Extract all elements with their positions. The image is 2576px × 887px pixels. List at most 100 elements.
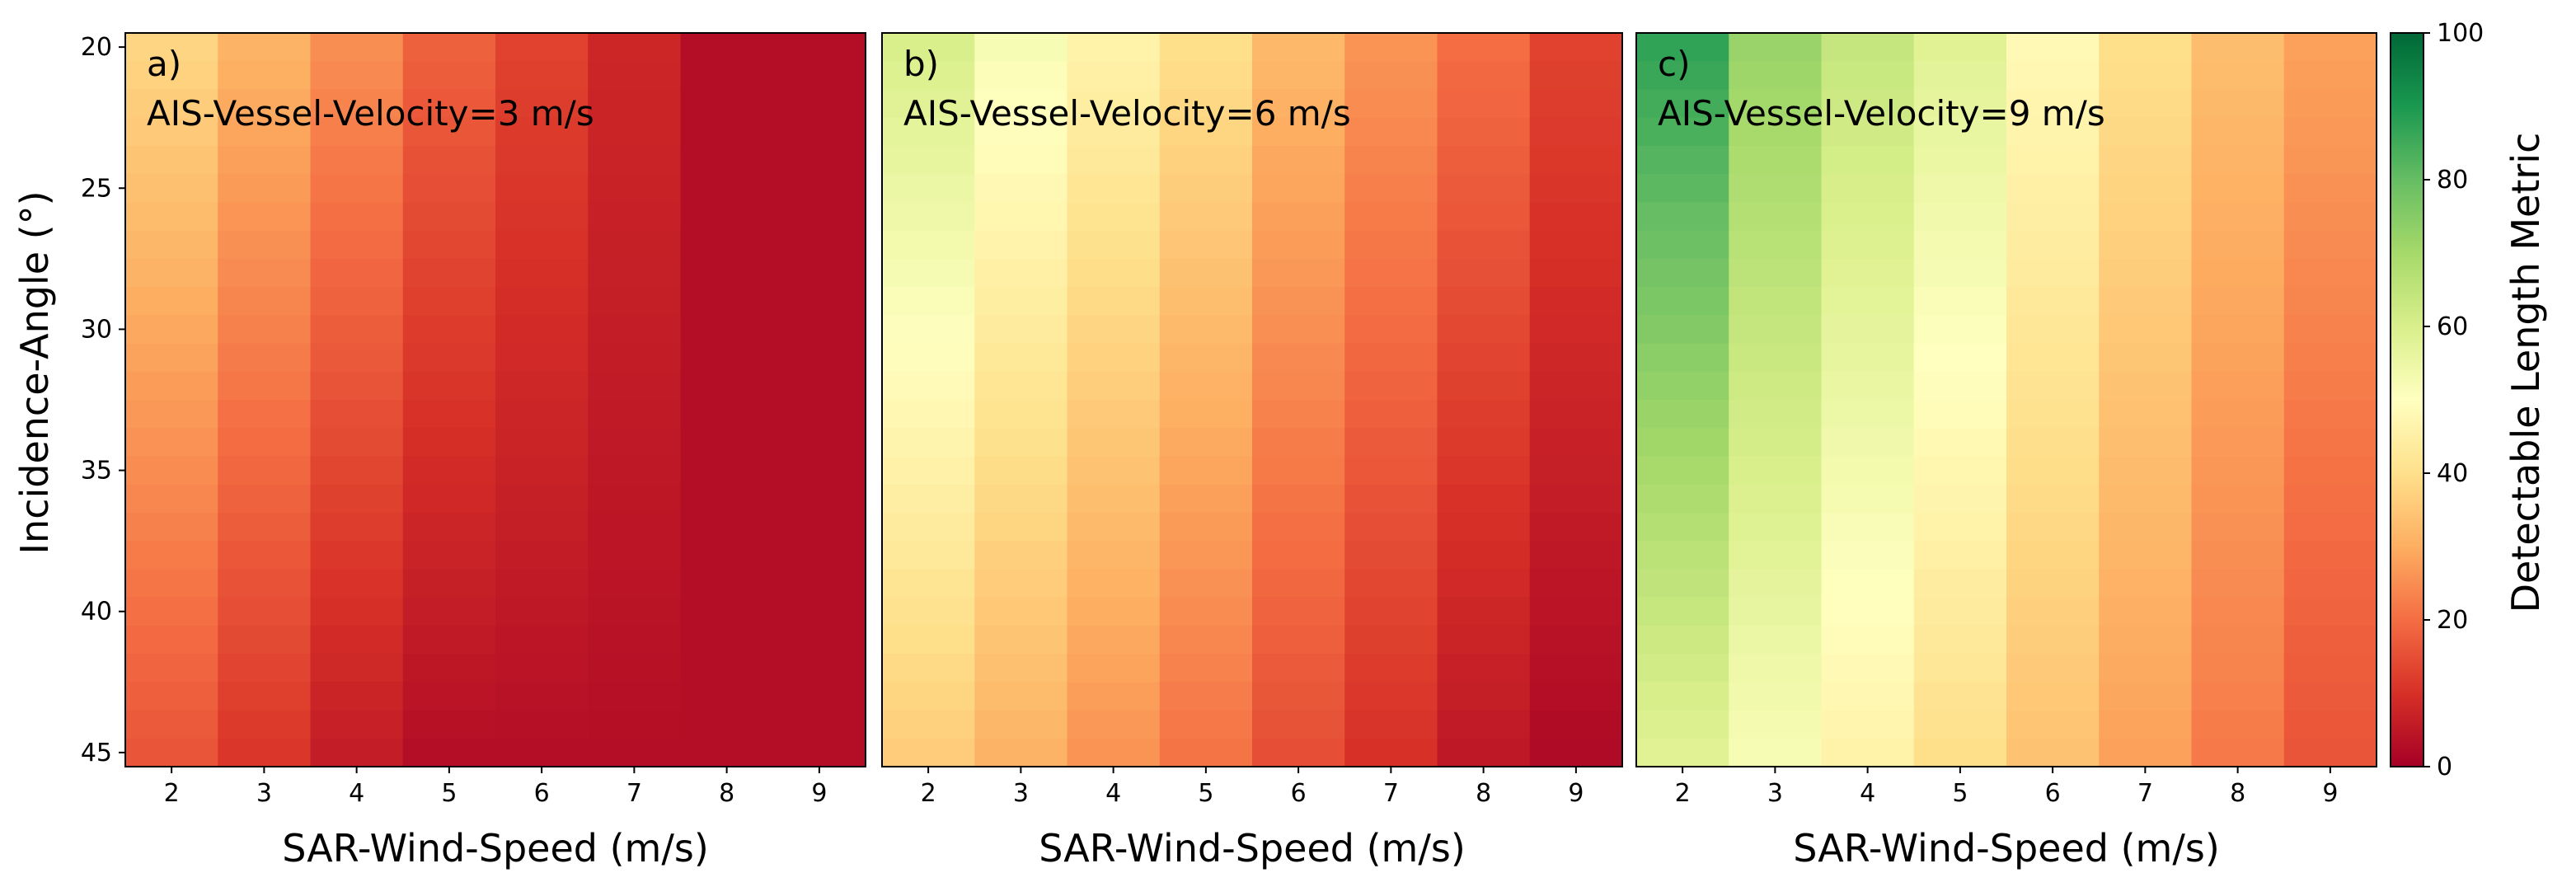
heatmap-cell — [2191, 428, 2285, 458]
heatmap-cell — [495, 428, 589, 458]
heatmap-cell — [1636, 710, 1729, 739]
heatmap-cell — [1529, 597, 1623, 627]
heatmap-cell — [218, 710, 312, 739]
heatmap-cell — [2006, 541, 2100, 570]
heatmap-cell — [588, 654, 682, 683]
heatmap-cell — [680, 343, 774, 373]
heatmap-cell — [2191, 343, 2285, 373]
heatmap-cell — [2191, 287, 2285, 316]
heatmap-cell — [2006, 625, 2100, 655]
heatmap-cell — [1729, 33, 1823, 62]
heatmap-cell — [495, 89, 589, 119]
heatmap-cell — [1252, 569, 1345, 598]
heatmap-cell — [1344, 428, 1438, 458]
heatmap-cell — [1529, 202, 1623, 232]
heatmap-cell — [1067, 258, 1161, 288]
heatmap-cell — [1729, 428, 1823, 458]
heatmap-cell — [1821, 89, 1915, 119]
x-axis-label: SAR-Wind-Speed (m/s) — [1793, 826, 2220, 871]
heatmap-cell — [495, 33, 589, 62]
heatmap-cell — [680, 456, 774, 486]
heatmap-cell — [1067, 33, 1161, 62]
heatmap-cell — [1159, 343, 1253, 373]
heatmap-cell — [2283, 428, 2377, 458]
x-tick-label: 8 — [2230, 779, 2245, 808]
heatmap-cell — [1159, 202, 1253, 232]
heatmap-cell — [1529, 61, 1623, 91]
heatmap-cell — [1437, 230, 1531, 260]
heatmap-cell — [310, 400, 404, 429]
heatmap-cell — [1529, 456, 1623, 486]
heatmap-cell — [680, 230, 774, 260]
heatmap-cell — [680, 710, 774, 739]
heatmap-cell — [882, 174, 975, 203]
heatmap-cell — [125, 315, 218, 345]
heatmap-cell — [2283, 400, 2377, 429]
heatmap-cell — [1067, 400, 1161, 429]
heatmap-cell — [218, 33, 312, 62]
heatmap-cell — [402, 625, 496, 655]
x-tick-label: 5 — [1952, 779, 1968, 808]
colorbar-tick-label: 80 — [2437, 166, 2468, 195]
heatmap-cell — [1821, 428, 1915, 458]
heatmap-cell — [1913, 287, 2007, 316]
heatmap-cell — [1529, 682, 1623, 711]
heatmap-cell — [2283, 117, 2377, 147]
heatmap-cell — [125, 738, 218, 767]
heatmap-cell — [218, 625, 312, 655]
heatmap-cell — [2006, 343, 2100, 373]
heatmap-cell — [1913, 738, 2007, 767]
heatmap-cell — [2099, 710, 2193, 739]
heatmap-cell — [402, 738, 496, 767]
heatmap-cell — [974, 428, 1068, 458]
heatmap-cell — [974, 484, 1068, 514]
heatmap-cell — [1636, 33, 1729, 62]
heatmap-cell — [2099, 174, 2193, 203]
heatmap-cell — [1821, 625, 1915, 655]
heatmap-cell — [1913, 117, 2007, 147]
heatmap-cell — [1067, 569, 1161, 598]
x-tick-label: 2 — [164, 779, 180, 808]
heatmap-cell — [680, 258, 774, 288]
heatmap-cell — [974, 174, 1068, 203]
heatmap-cell — [1913, 625, 2007, 655]
heatmap-cell — [882, 371, 975, 401]
heatmap-cell — [1344, 230, 1438, 260]
heatmap-cell — [125, 117, 218, 147]
heatmap-cell — [2099, 61, 2193, 91]
heatmap-cell — [310, 625, 404, 655]
heatmap-cell — [1913, 428, 2007, 458]
heatmap-cell — [310, 428, 404, 458]
heatmap-cell — [2099, 371, 2193, 401]
heatmap-cell — [495, 654, 589, 683]
x-tick-label: 9 — [811, 779, 827, 808]
heatmap-cell — [882, 202, 975, 232]
heatmap-cell — [680, 174, 774, 203]
heatmap-cell — [1252, 625, 1345, 655]
heatmap-cell — [125, 400, 218, 429]
heatmap-cell — [1252, 230, 1345, 260]
heatmap-cell — [772, 682, 866, 711]
heatmap-cell — [125, 654, 218, 683]
heatmap-cell — [588, 230, 682, 260]
heatmap-cell — [402, 569, 496, 598]
heatmap-cell — [218, 456, 312, 486]
y-tick-label: 20 — [81, 33, 112, 62]
heatmap-cell — [1252, 512, 1345, 542]
heatmap-cell — [1913, 61, 2007, 91]
heatmap-cell — [1252, 61, 1345, 91]
heatmap-cell — [772, 541, 866, 570]
heatmap-cell — [1636, 456, 1729, 486]
heatmap-cell — [125, 682, 218, 711]
heatmap-cell — [1437, 710, 1531, 739]
heatmap-cell — [1252, 484, 1345, 514]
heatmap-cell — [882, 597, 975, 627]
heatmap-cell — [1437, 343, 1531, 373]
heatmap-cell — [1067, 202, 1161, 232]
heatmap-cell — [680, 117, 774, 147]
heatmap-cell — [125, 89, 218, 119]
heatmap-cell — [402, 89, 496, 119]
heatmap-cell — [1636, 61, 1729, 91]
heatmap-cell — [680, 89, 774, 119]
heatmap-cell — [1437, 569, 1531, 598]
